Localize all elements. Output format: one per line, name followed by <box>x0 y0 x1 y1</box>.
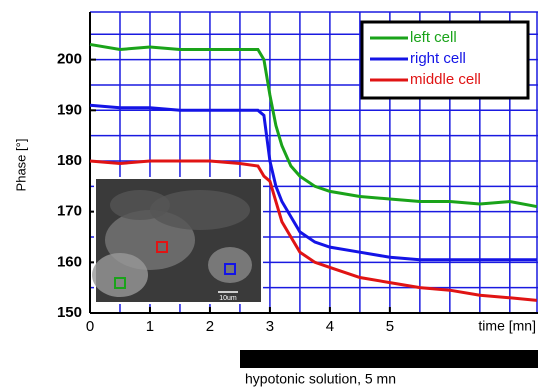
cell-shape <box>92 253 148 297</box>
chart: Phase [°] hypotonic solution, 5 mn 15016… <box>0 0 538 390</box>
page: {"chart_data":{"type":"line","y_label":"… <box>0 0 538 390</box>
x-tick-label: 0 <box>86 318 94 335</box>
y-tick-label: 200 <box>57 51 82 68</box>
legend-label: left cell <box>410 29 457 46</box>
legend-label: right cell <box>410 50 466 67</box>
cell-shape <box>110 190 170 220</box>
x-tick-label: 3 <box>266 318 274 335</box>
x-tick-label: 5 <box>386 318 394 335</box>
scale-label: 10um <box>219 295 237 302</box>
annotation: hypotonic solution, 5 mn <box>245 371 396 387</box>
treatment-bar <box>240 350 538 368</box>
legend-label: middle cell <box>410 71 481 88</box>
inset-image: 10um <box>92 178 262 303</box>
y-tick-label: 180 <box>57 152 82 169</box>
y-tick-label: 160 <box>57 253 82 270</box>
x-axis-label: time [mn] <box>478 318 536 334</box>
y-tick-label: 150 <box>57 304 82 321</box>
y-tick-label: 170 <box>57 203 82 220</box>
x-tick-label: 4 <box>326 318 334 335</box>
x-tick-label: 1 <box>146 318 154 335</box>
y-tick-label: 190 <box>57 101 82 118</box>
y-axis-label: Phase [°] <box>13 139 28 192</box>
x-tick-label: 2 <box>206 318 214 335</box>
